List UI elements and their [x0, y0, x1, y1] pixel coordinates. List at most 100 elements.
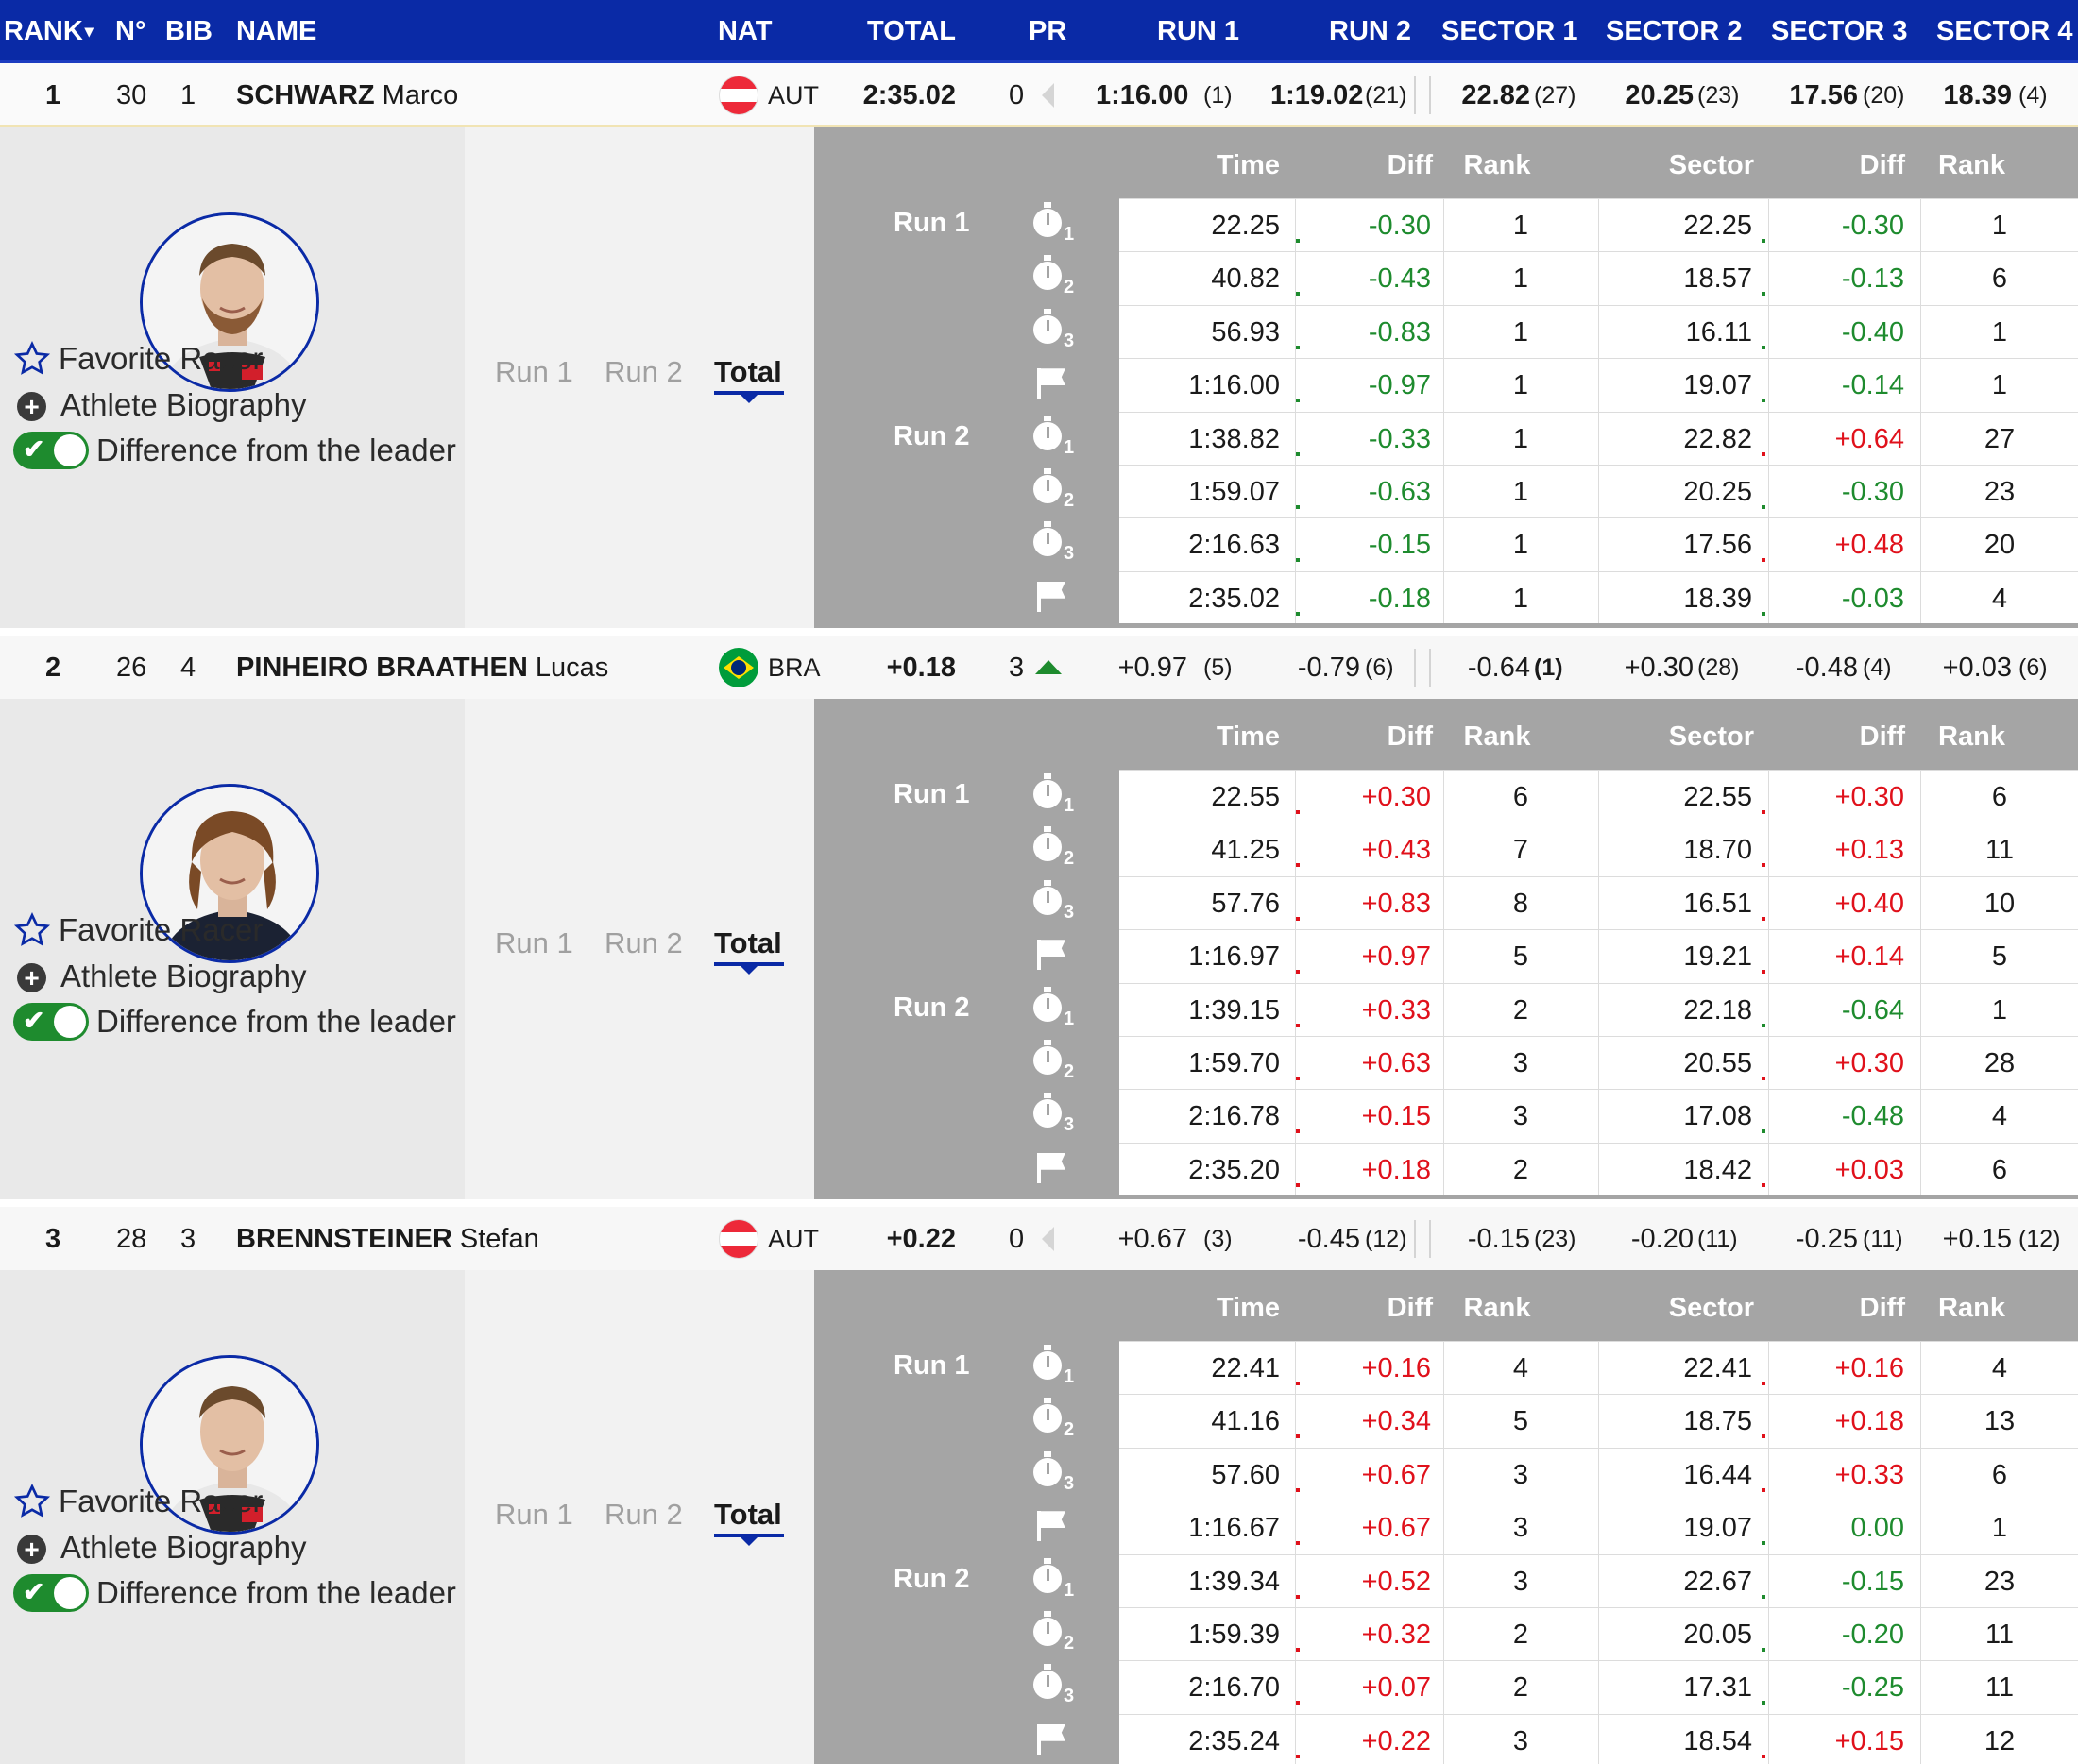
header-sector2[interactable]: SECTOR 2 [1606, 16, 1743, 46]
header-rank-sort[interactable]: RANK ▾ [4, 16, 94, 46]
sector-time: 18.70 [1683, 835, 1752, 866]
sector-diff-indicator [1762, 451, 1765, 456]
split-diff: +0.30 [1361, 782, 1431, 812]
header-sector3[interactable]: SECTOR 3 [1771, 16, 1908, 46]
sector-diff: -0.20 [1841, 1620, 1904, 1650]
header-number[interactable]: N° [115, 16, 146, 46]
racer-sector1-value: -0.64 [1467, 653, 1530, 683]
racer-profile-panel: Favorite Racer + Athlete Biography ✔ Differe… [0, 699, 465, 1199]
split-number: 1 [1064, 1366, 1075, 1387]
tab-total[interactable]: Total [714, 926, 782, 959]
split-time: 2:35.20 [1188, 1154, 1280, 1185]
header-bib[interactable]: BIB [165, 16, 213, 46]
sector-diff-indicator [1762, 292, 1765, 297]
header-sector4[interactable]: SECTOR 4 [1936, 16, 2073, 46]
racer-positions-gained: 0 [1009, 1224, 1025, 1254]
tab-run2[interactable]: Run 2 [605, 355, 683, 388]
toggle-switch[interactable]: ✔ [13, 432, 89, 469]
header-name[interactable]: NAME [236, 16, 317, 46]
diff-indicator [1296, 399, 1300, 403]
sector-diff: +0.03 [1834, 1154, 1904, 1185]
tab-run1[interactable]: Run 1 [495, 926, 573, 959]
split-header-diff: Diff [1387, 150, 1433, 180]
racer-row[interactable]: 2 26 4 PINHEIRO BRAATHEN Lucas BRA +0.18 3 +0.9… [0, 636, 2078, 700]
split-number: 3 [1064, 901, 1075, 923]
stopwatch-shape [1033, 1398, 1062, 1433]
split-row: 1:38.82 -0.33 1 22.82 +0.64 27 [1119, 411, 2078, 465]
racer-firstname: Lucas [535, 653, 609, 683]
active-tab-caret [741, 1537, 758, 1546]
tab-total[interactable]: Total [714, 1498, 782, 1531]
header-sector1[interactable]: SECTOR 1 [1441, 16, 1578, 46]
plus-circle-icon: + [17, 1535, 46, 1564]
table-column-divider [1295, 1341, 1296, 1764]
column-divider [1429, 649, 1431, 687]
split-row: 1:39.34 +0.52 3 22.67 -0.15 23 [1119, 1553, 2078, 1607]
flag-bra-icon [719, 648, 758, 687]
tab-total[interactable]: Total [714, 355, 782, 388]
stopwatch-shape [1033, 1664, 1062, 1700]
tab-run1[interactable]: Run 1 [495, 1498, 573, 1531]
split-row: 22.25 -0.30 1 22.25 -0.30 1 [1119, 198, 2078, 251]
racer-name[interactable]: BRENNSTEINER Stefan [236, 1207, 539, 1271]
toggle-switch[interactable]: ✔ [13, 1574, 89, 1612]
split-rank: 2 [1512, 1154, 1529, 1185]
sector-diff-indicator [1762, 1541, 1765, 1546]
split-header-diff-sector: Diff [1859, 1293, 1905, 1323]
diff-indicator [1296, 1594, 1300, 1599]
tab-run1[interactable]: Run 1 [495, 355, 573, 388]
header-total[interactable]: TOTAL [867, 16, 956, 46]
split-number: 2 [1064, 1633, 1075, 1654]
stopwatch-shape [1033, 1040, 1062, 1075]
split-header-rank: Rank [1463, 150, 1531, 180]
split-row: 2:35.20 +0.18 2 18.42 +0.03 6 [1119, 1142, 2078, 1196]
split-row: 57.76 +0.83 8 16.51 +0.40 10 [1119, 875, 2078, 929]
tab-run2[interactable]: Run 2 [605, 1498, 683, 1531]
racer-rank: 2 [45, 653, 61, 683]
split-header-sector-sector: Sector [1668, 150, 1754, 180]
racer-surname: SCHWARZ [236, 80, 375, 110]
header-nat[interactable]: NAT [718, 16, 773, 46]
toggle-switch[interactable]: ✔ [13, 1003, 89, 1041]
athlete-photo[interactable] [140, 212, 319, 392]
split-time: 2:16.63 [1188, 530, 1280, 561]
split-diff: -0.18 [1368, 583, 1431, 614]
racer-row[interactable]: 3 28 3 BRENNSTEINER Stefan AUT +0.22 0 +0.67 (3)… [0, 1207, 2078, 1271]
header-pr[interactable]: PR [1029, 16, 1067, 46]
racer-row[interactable]: 1 30 1 SCHWARZ Marco AUT 2:35.02 0 1:16.00 (1) 1:… [0, 63, 2078, 127]
athlete-photo[interactable] [140, 784, 319, 963]
racer-detail-panel: Favorite Racer + Athlete Biography ✔ Differe… [0, 127, 2078, 628]
racer-run1-rank: (1) [1203, 82, 1233, 109]
split-diff: +0.15 [1361, 1101, 1431, 1132]
column-divider [1414, 1220, 1416, 1258]
split-diff: +0.67 [1361, 1513, 1431, 1544]
split-number: 1 [1064, 1579, 1075, 1601]
split-time: 41.25 [1211, 835, 1280, 866]
stopwatch-2-icon: 2 [1030, 468, 1079, 517]
split-diff: +0.22 [1361, 1725, 1431, 1756]
split-rank: 2 [1512, 1620, 1529, 1650]
tab-run2[interactable]: Run 2 [605, 926, 683, 959]
stopwatch-3-icon: 3 [1030, 521, 1079, 569]
split-times-table: 22.41 +0.16 4 22.41 +0.16 4 41.16 +0.34 5 18.75 +0… [1119, 1341, 2078, 1764]
trend-neutral-icon [1042, 1227, 1054, 1251]
header-run2[interactable]: RUN 2 [1329, 16, 1412, 46]
header-run1[interactable]: RUN 1 [1157, 16, 1240, 46]
table-column-divider [1443, 198, 1444, 623]
split-row: 41.16 +0.34 5 18.75 +0.18 13 [1119, 1394, 2078, 1447]
split-times-table: 22.25 -0.30 1 22.25 -0.30 1 40.82 -0.43 1 18.57 -0… [1119, 198, 2078, 623]
star-icon [13, 1484, 51, 1518]
sector-time: 22.18 [1683, 994, 1752, 1026]
diff-indicator [1296, 345, 1300, 349]
sector-time: 16.51 [1683, 888, 1752, 919]
racer-sector2-rank: (23) [1697, 82, 1740, 109]
stopwatch-shape [1033, 1345, 1062, 1380]
split-row: 1:59.70 +0.63 3 20.55 +0.30 28 [1119, 1036, 2078, 1089]
sector-rank: 12 [1984, 1725, 2016, 1756]
racer-name[interactable]: SCHWARZ Marco [236, 63, 458, 127]
stopwatch-3-icon: 3 [1030, 1093, 1079, 1141]
athlete-photo[interactable] [140, 1355, 319, 1535]
racer-name[interactable]: PINHEIRO BRAATHEN Lucas [236, 636, 608, 700]
racer-rank: 3 [45, 1224, 61, 1254]
racer-total: +0.22 [886, 1224, 956, 1254]
